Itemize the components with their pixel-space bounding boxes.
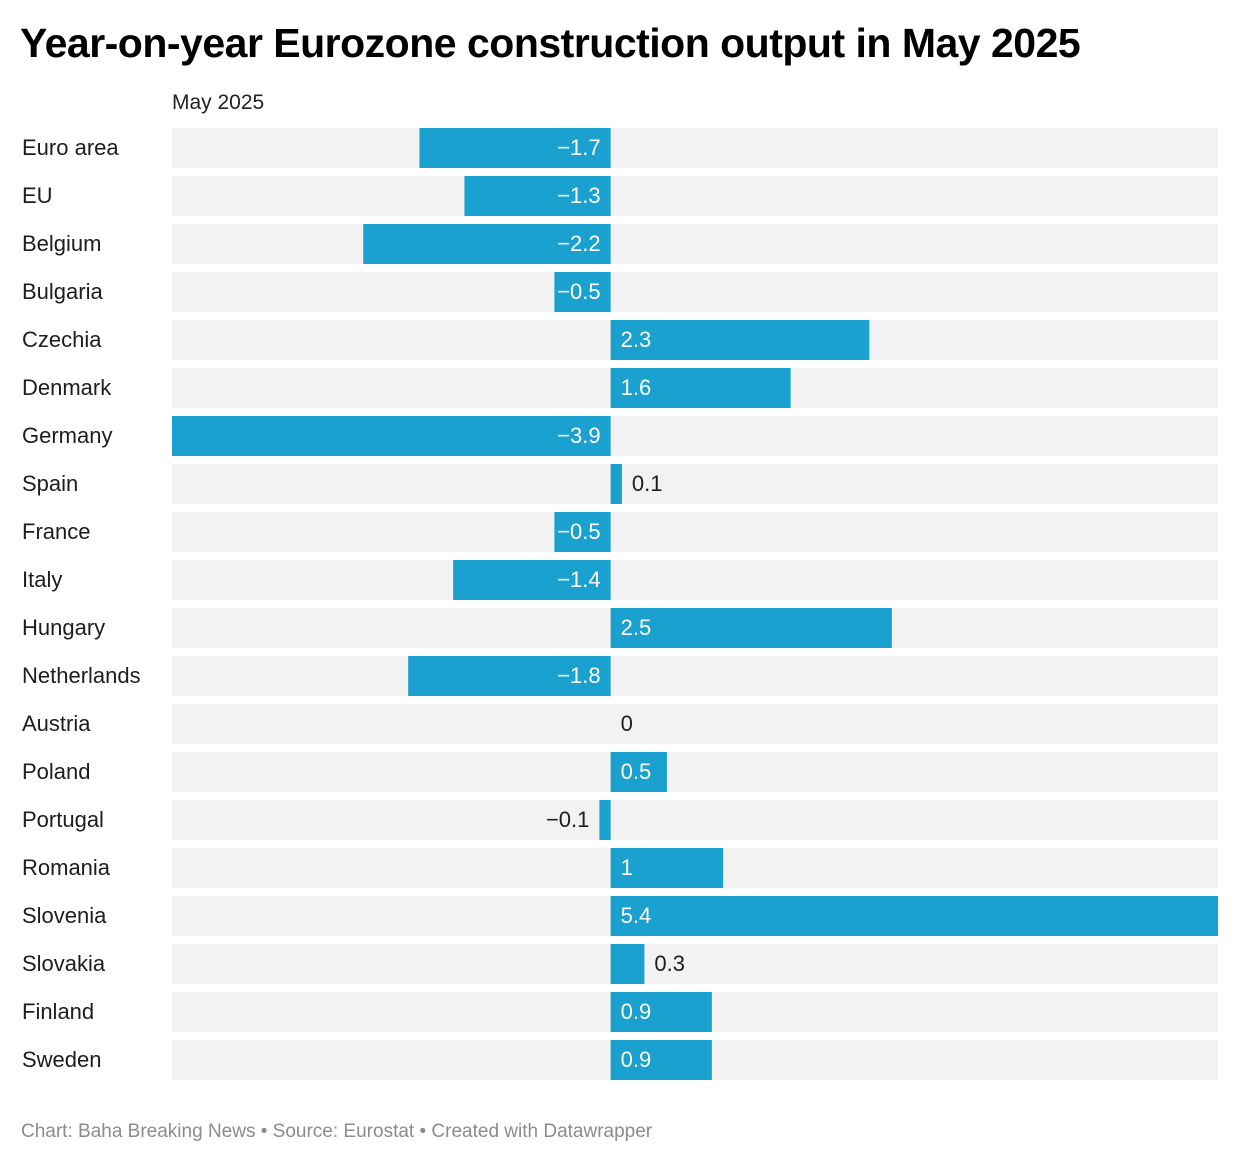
bar	[610, 1040, 712, 1080]
category-label: Austria	[22, 711, 91, 736]
row-background	[172, 176, 1218, 216]
bar	[610, 320, 870, 360]
bar	[172, 416, 611, 456]
footer-separator: •	[260, 1121, 268, 1142]
chart-title: Year-on-year Eurozone construction outpu…	[20, 20, 1081, 66]
row-background	[172, 800, 1218, 840]
bar-chart: Euro area −1.7 EU −1.3 Belgium −2.2 Bulgaria −0…	[22, 128, 1218, 1080]
data-label: 0.9	[621, 999, 652, 1024]
data-label: 0.3	[654, 951, 685, 976]
bar	[610, 368, 791, 408]
row-background	[172, 512, 1218, 552]
data-label: −0.1	[546, 807, 589, 832]
bar	[610, 992, 712, 1032]
row-background	[172, 944, 1218, 984]
category-label: Hungary	[22, 615, 105, 640]
footer-separator: •	[419, 1121, 427, 1142]
data-label: 5.4	[621, 903, 652, 928]
data-label: −1.7	[557, 135, 600, 160]
category-label: Finland	[22, 999, 94, 1024]
data-label: −0.5	[557, 279, 600, 304]
bar	[554, 272, 611, 312]
bar	[453, 560, 611, 600]
row-background	[172, 464, 1218, 504]
category-label: EU	[22, 183, 53, 208]
category-label: Slovakia	[22, 951, 106, 976]
category-label: Germany	[22, 423, 112, 448]
bar	[419, 128, 611, 168]
data-label: 0.9	[621, 1047, 652, 1072]
bar	[408, 656, 611, 696]
bar	[610, 896, 1218, 936]
category-label: Czechia	[22, 327, 102, 352]
bar	[610, 944, 645, 984]
source-link[interactable]: Source: Eurostat	[272, 1121, 415, 1142]
bar	[610, 848, 724, 888]
bar	[363, 224, 611, 264]
bar	[464, 176, 611, 216]
data-label: −1.4	[557, 567, 600, 592]
category-label: Portugal	[22, 807, 104, 832]
category-label: Sweden	[22, 1047, 102, 1072]
category-label: Netherlands	[22, 663, 141, 688]
chart-credit: Chart: Baha Breaking News	[21, 1121, 256, 1142]
row-background	[172, 224, 1218, 264]
data-label: 0.5	[621, 759, 652, 784]
bar	[610, 752, 667, 792]
data-label: 0.1	[632, 471, 663, 496]
category-label: Poland	[22, 759, 91, 784]
row-background	[172, 272, 1218, 312]
data-label: 1	[621, 855, 633, 880]
category-label: Euro area	[22, 135, 119, 160]
data-label: −2.2	[557, 231, 600, 256]
category-label: France	[22, 519, 90, 544]
data-label: −1.8	[557, 663, 600, 688]
bar	[610, 464, 622, 504]
row-background	[172, 704, 1218, 744]
row-background	[172, 560, 1218, 600]
bar	[599, 800, 611, 840]
row-background	[172, 656, 1218, 696]
data-label: 2.3	[621, 327, 652, 352]
data-label: −3.9	[557, 423, 600, 448]
data-label: 1.6	[621, 375, 652, 400]
category-label: Slovenia	[22, 903, 107, 928]
column-header: May 2025	[172, 91, 265, 114]
bar	[554, 512, 611, 552]
datawrapper-link[interactable]: Created with Datawrapper	[431, 1121, 653, 1142]
data-label: −1.3	[557, 183, 600, 208]
row-background	[172, 752, 1218, 792]
category-label: Spain	[22, 471, 78, 496]
row-background	[172, 128, 1218, 168]
data-label: 2.5	[621, 615, 652, 640]
category-label: Italy	[22, 567, 62, 592]
data-label: 0	[621, 711, 633, 736]
bar	[610, 608, 892, 648]
category-label: Denmark	[22, 375, 112, 400]
category-label: Belgium	[22, 231, 101, 256]
category-label: Romania	[22, 855, 111, 880]
category-label: Bulgaria	[22, 279, 103, 304]
data-label: −0.5	[557, 519, 600, 544]
footer: Chart: Baha Breaking News • Source: Euro…	[21, 1121, 652, 1143]
